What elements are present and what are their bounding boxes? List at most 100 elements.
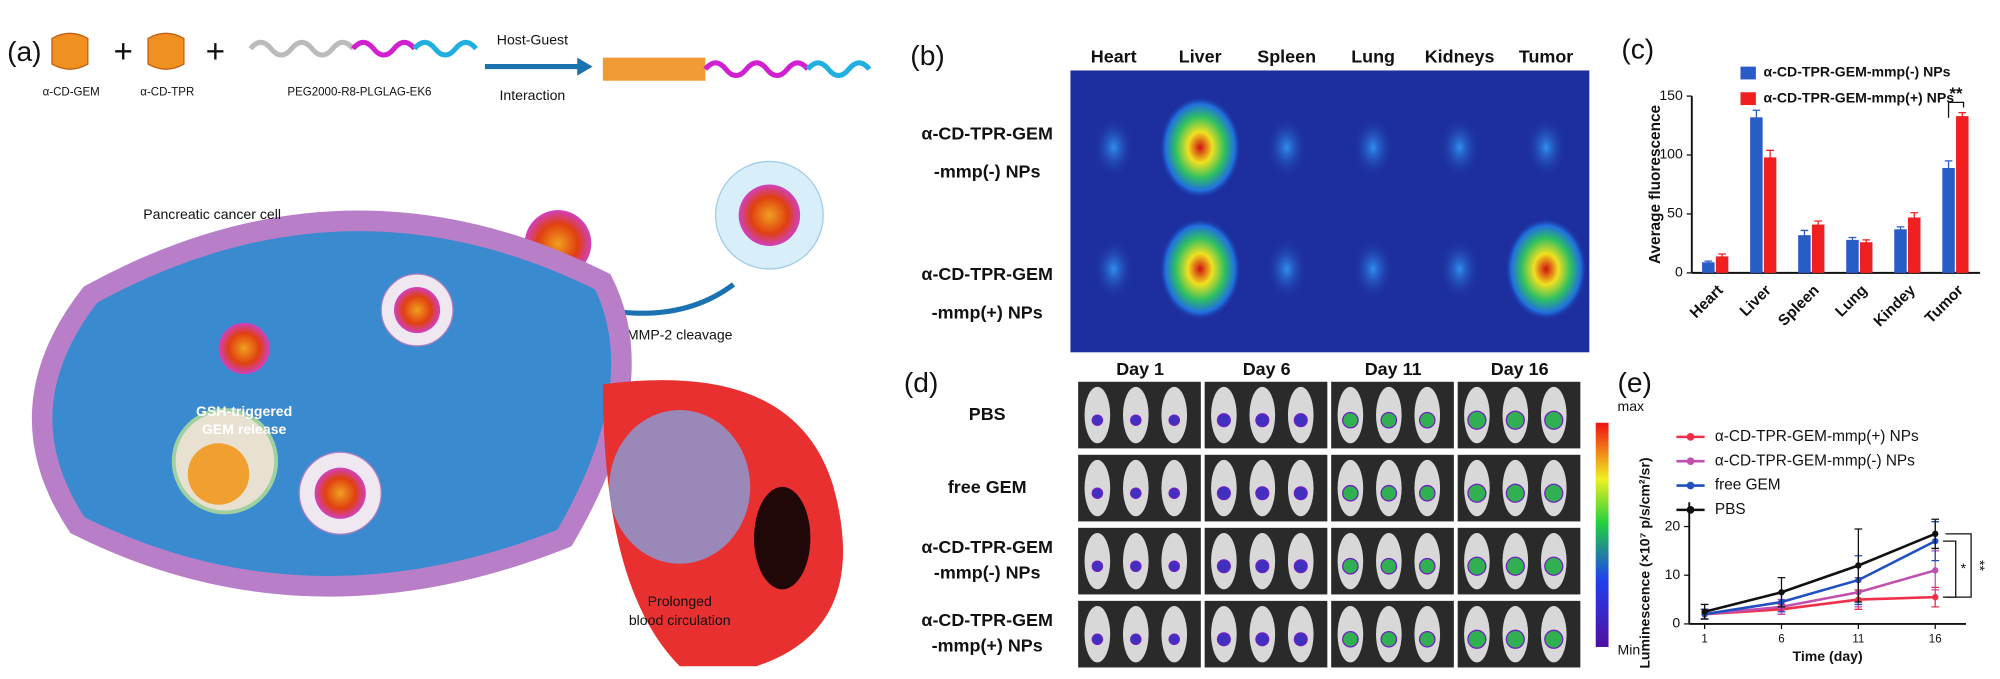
organ-label: Spleen <box>1257 46 1316 66</box>
release-label: GSH-triggered <box>196 403 292 419</box>
signal <box>1544 629 1564 649</box>
line <box>1704 569 1936 616</box>
tumor <box>609 409 751 564</box>
point <box>1778 589 1785 596</box>
organ-signal <box>1352 116 1394 179</box>
legend-label: free GEM <box>1715 477 1781 494</box>
signal <box>1255 632 1270 647</box>
plus: + <box>113 34 132 71</box>
bar <box>1942 167 1955 273</box>
signal <box>1380 557 1398 575</box>
y-tick-label: 0 <box>1675 264 1683 280</box>
error-bar <box>1752 109 1761 125</box>
panel-label: (c) <box>1621 33 1654 65</box>
panel-label: (e) <box>1618 366 1652 398</box>
signal <box>1168 487 1180 500</box>
signal <box>1380 484 1398 502</box>
error-bar <box>1848 236 1857 243</box>
signal <box>1293 559 1308 574</box>
significance-bracket <box>1945 533 1972 598</box>
cell-label: Pancreatic cancer cell <box>143 206 281 222</box>
x-tick-label: 1 <box>1701 633 1707 645</box>
group-label: α-CD-TPR-GEM <box>921 264 1052 284</box>
y-tick-label: 150 <box>1659 87 1683 103</box>
panel-a: (a) + + α-CD-GEM α-CD-TPR PEG2000-R8-PLG… <box>7 32 872 667</box>
panel-label: (d) <box>904 366 938 398</box>
panel-b: (b) <box>910 39 1590 353</box>
organ-label: Liver <box>1179 46 1222 66</box>
signal <box>1255 413 1270 428</box>
error-bar <box>1896 226 1905 232</box>
signal <box>1130 560 1142 573</box>
legend-label: α-CD-TPR-GEM-mmp(+) NPs <box>1715 428 1919 445</box>
signal <box>1216 413 1231 428</box>
legend-swatch <box>1740 66 1756 80</box>
signal <box>1091 560 1104 573</box>
signal <box>1418 411 1436 429</box>
signal <box>1418 630 1436 648</box>
signal <box>1130 414 1142 426</box>
group-label: α-CD-TPR-GEM <box>921 610 1052 630</box>
panel-label: (b) <box>910 39 944 71</box>
step-label: Host-Guest <box>497 32 568 48</box>
signal <box>1091 414 1104 426</box>
legend-label: PBS <box>1715 501 1746 518</box>
significance-label: * <box>1961 560 1967 576</box>
x-tick-label: Tumor <box>1922 282 1967 327</box>
signal <box>1168 560 1180 573</box>
organ-signal <box>1439 238 1481 300</box>
cd-icon <box>147 32 185 70</box>
error-bar <box>1800 229 1809 240</box>
y-axis-label: Average fluorescence <box>1647 104 1664 264</box>
y-tick-label: 100 <box>1659 146 1683 162</box>
bar <box>1956 116 1969 273</box>
group-label: PBS <box>969 404 1006 424</box>
signal <box>1505 629 1525 649</box>
day-label: Day 1 <box>1116 359 1164 379</box>
x-tick-label: Spleen <box>1775 282 1823 330</box>
signal <box>1168 633 1180 646</box>
bar <box>1702 262 1715 273</box>
signal <box>1216 559 1231 574</box>
bar <box>1715 256 1729 273</box>
line <box>1704 532 1936 613</box>
signal <box>1091 633 1104 646</box>
y-tick-label: 50 <box>1667 205 1683 221</box>
legend-marker <box>1686 433 1695 441</box>
signal <box>1467 410 1487 430</box>
point <box>1932 567 1939 574</box>
x-tick-label: 6 <box>1778 633 1784 645</box>
signal <box>1544 483 1564 503</box>
error-bar <box>1814 220 1823 229</box>
error-bar <box>1862 239 1871 245</box>
error-bar <box>1718 253 1726 259</box>
micelle <box>394 286 441 334</box>
x-tick-label: 11 <box>1852 633 1864 645</box>
group-label: -mmp(-) NPs <box>934 563 1041 583</box>
circulation-label: blood circulation <box>629 612 731 628</box>
signal <box>1342 484 1359 502</box>
organ-signal <box>1266 238 1308 300</box>
signal <box>1293 486 1308 501</box>
signal <box>1342 630 1359 648</box>
signal <box>1216 632 1231 647</box>
signal <box>1418 484 1436 502</box>
y-tick-label: 20 <box>1665 517 1681 533</box>
x-axis-label: Time (day) <box>1793 648 1863 664</box>
organ-label: Lung <box>1351 46 1395 66</box>
day-label: Day 11 <box>1365 359 1422 379</box>
y-tick-label: 10 <box>1665 566 1681 582</box>
legend-marker <box>1686 506 1695 514</box>
circulation-label: Prolonged <box>648 593 712 609</box>
signal <box>1342 411 1359 429</box>
plus: + <box>206 34 225 71</box>
signal <box>1380 411 1398 429</box>
x-tick-label: Liver <box>1737 282 1775 320</box>
day-label: Day 6 <box>1243 359 1291 379</box>
complex <box>602 57 706 81</box>
peptide-chain <box>351 39 417 58</box>
signal <box>1293 632 1308 647</box>
organelle-core <box>187 443 250 505</box>
organ-label: Tumor <box>1519 46 1573 66</box>
complex-chain <box>703 60 810 79</box>
